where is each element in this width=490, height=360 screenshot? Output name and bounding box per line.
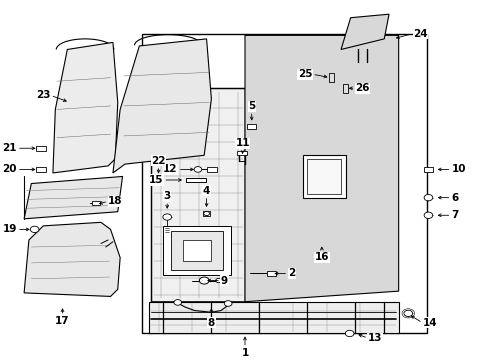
Bar (183, 240, 211, 261)
Polygon shape (24, 222, 120, 296)
Text: 11: 11 (235, 138, 250, 148)
Bar (36, 167, 46, 172)
Text: 5: 5 (248, 101, 255, 111)
Text: 17: 17 (55, 316, 70, 326)
Circle shape (424, 212, 433, 219)
Text: 23: 23 (36, 90, 50, 100)
Circle shape (216, 278, 221, 283)
Bar (247, 124, 256, 129)
Text: 18: 18 (108, 196, 122, 206)
Polygon shape (341, 14, 389, 49)
Text: 20: 20 (2, 165, 17, 174)
Bar (424, 167, 433, 172)
Text: 26: 26 (355, 83, 370, 93)
Text: 1: 1 (242, 348, 248, 357)
Bar (163, 226, 231, 275)
Bar (203, 211, 210, 216)
Bar (329, 73, 334, 82)
Text: 21: 21 (2, 143, 17, 153)
Text: 4: 4 (203, 186, 210, 196)
Circle shape (224, 301, 232, 306)
Bar (36, 146, 46, 150)
Text: 3: 3 (164, 191, 171, 201)
Circle shape (163, 214, 172, 220)
Bar (237, 151, 247, 155)
Circle shape (404, 310, 413, 316)
Circle shape (30, 226, 39, 233)
Bar (207, 167, 217, 172)
Text: 19: 19 (2, 224, 17, 234)
Circle shape (174, 300, 182, 305)
Circle shape (345, 330, 354, 337)
Text: 22: 22 (151, 156, 166, 166)
Text: 2: 2 (288, 269, 295, 279)
Bar (142, 33, 427, 333)
Text: 15: 15 (149, 175, 163, 185)
Bar (303, 155, 346, 198)
Text: 16: 16 (315, 252, 329, 262)
Polygon shape (149, 302, 399, 333)
Polygon shape (24, 176, 123, 219)
Circle shape (194, 167, 202, 172)
Polygon shape (151, 302, 245, 311)
Polygon shape (53, 42, 118, 173)
Circle shape (424, 194, 433, 201)
Text: 24: 24 (413, 28, 428, 39)
Bar (171, 231, 223, 270)
Bar (267, 271, 276, 276)
Text: 12: 12 (163, 165, 178, 174)
Text: 14: 14 (423, 318, 437, 328)
Polygon shape (151, 88, 245, 302)
Text: 13: 13 (368, 333, 382, 343)
Text: 9: 9 (221, 275, 228, 285)
Bar (186, 178, 206, 182)
Bar (343, 84, 348, 93)
Text: 25: 25 (298, 69, 312, 79)
Text: 6: 6 (451, 193, 459, 203)
Text: 7: 7 (451, 210, 459, 220)
Text: 8: 8 (208, 318, 215, 328)
Polygon shape (245, 35, 399, 302)
Circle shape (199, 277, 209, 284)
Text: 10: 10 (451, 165, 466, 174)
Polygon shape (113, 39, 211, 173)
Bar (92, 201, 100, 205)
Circle shape (204, 211, 209, 216)
Bar (307, 159, 341, 194)
